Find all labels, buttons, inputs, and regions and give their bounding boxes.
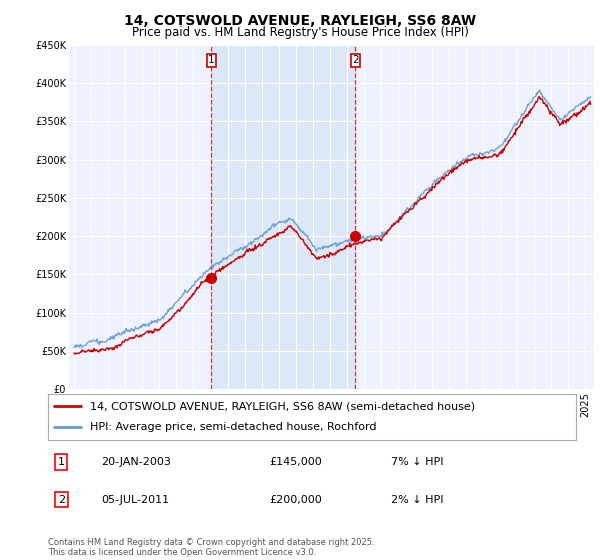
Text: 1: 1	[58, 457, 65, 467]
Text: 1: 1	[208, 55, 215, 65]
Text: Contains HM Land Registry data © Crown copyright and database right 2025.
This d: Contains HM Land Registry data © Crown c…	[48, 538, 374, 557]
Text: 14, COTSWOLD AVENUE, RAYLEIGH, SS6 8AW (semi-detached house): 14, COTSWOLD AVENUE, RAYLEIGH, SS6 8AW (…	[90, 401, 475, 411]
Text: 2: 2	[352, 55, 359, 65]
Text: HPI: Average price, semi-detached house, Rochford: HPI: Average price, semi-detached house,…	[90, 422, 377, 432]
Text: £200,000: £200,000	[270, 494, 323, 505]
Text: 05-JUL-2011: 05-JUL-2011	[101, 494, 169, 505]
Text: 20-JAN-2003: 20-JAN-2003	[101, 457, 170, 467]
Text: Price paid vs. HM Land Registry's House Price Index (HPI): Price paid vs. HM Land Registry's House …	[131, 26, 469, 39]
Text: £145,000: £145,000	[270, 457, 323, 467]
Text: 2% ↓ HPI: 2% ↓ HPI	[391, 494, 444, 505]
Text: 14, COTSWOLD AVENUE, RAYLEIGH, SS6 8AW: 14, COTSWOLD AVENUE, RAYLEIGH, SS6 8AW	[124, 14, 476, 28]
Bar	[211, 45, 355, 389]
Text: 2: 2	[58, 494, 65, 505]
Text: 7% ↓ HPI: 7% ↓ HPI	[391, 457, 444, 467]
